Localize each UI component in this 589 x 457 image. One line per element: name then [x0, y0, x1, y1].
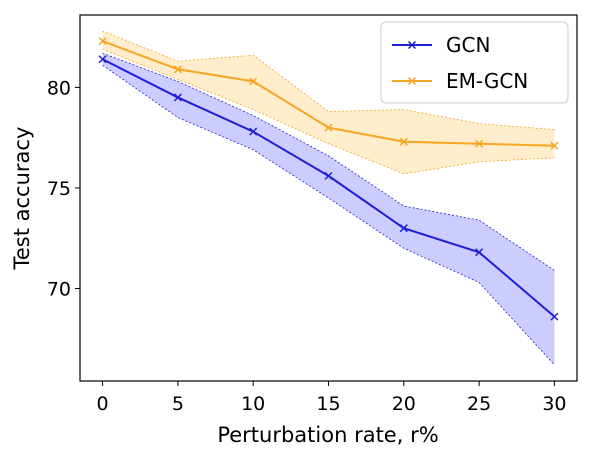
x-tick-label: 30 [542, 393, 566, 415]
x-tick-label: 10 [241, 393, 265, 415]
x-axis-ticks: 0 5 10 15 20 25 30 [97, 381, 567, 415]
em-gcn-point [98, 37, 107, 46]
em-gcn-band-lower [102, 48, 555, 175]
em-gcn-point [399, 137, 408, 146]
em-gcn-legend-label: EM-GCN [446, 69, 528, 93]
x-tick-label: 0 [97, 393, 109, 415]
y-tick-label: 80 [47, 77, 71, 99]
em-gcn-point [173, 65, 182, 74]
gcn-point [173, 93, 182, 102]
legend: GCN EM-GCN [380, 21, 569, 104]
gcn-point [475, 248, 484, 257]
em-gcn-point [475, 139, 484, 148]
gcn-point [249, 127, 258, 136]
em-gcn-legend-marker [407, 76, 417, 86]
y-tick-label: 70 [47, 278, 71, 300]
gcn-point [324, 171, 333, 180]
gcn-point [98, 55, 107, 64]
em-gcn-point [249, 77, 258, 86]
x-tick-label: 5 [172, 393, 184, 415]
em-gcn-band-upper [102, 30, 555, 131]
series-markers [98, 37, 559, 321]
x-axis-title: Perturbation rate, r% [217, 423, 438, 447]
em-gcn-point [324, 123, 333, 132]
x-tick-label: 15 [316, 393, 340, 415]
legend-box [380, 21, 569, 104]
gcn-legend-label: GCN [446, 33, 490, 57]
y-tick-label: 75 [47, 178, 71, 200]
gcn-point [550, 312, 559, 321]
x-tick-label: 20 [392, 393, 416, 415]
gcn-legend-marker [407, 40, 417, 50]
y-axis-ticks: 70 75 80 [47, 77, 80, 300]
gcn-point [399, 224, 408, 233]
gcn-band [102, 53, 555, 365]
em-gcn-point [550, 141, 559, 150]
x-tick-label: 25 [467, 393, 491, 415]
gcn-band-upper [102, 52, 555, 271]
confidence-bands [102, 30, 555, 366]
em-gcn-band [102, 31, 555, 174]
y-axis-title: Test accuracy [10, 127, 34, 271]
gcn-band-lower [102, 64, 555, 366]
